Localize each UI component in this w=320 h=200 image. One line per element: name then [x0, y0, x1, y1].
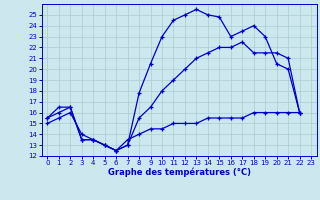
X-axis label: Graphe des températures (°C): Graphe des températures (°C) [108, 168, 251, 177]
